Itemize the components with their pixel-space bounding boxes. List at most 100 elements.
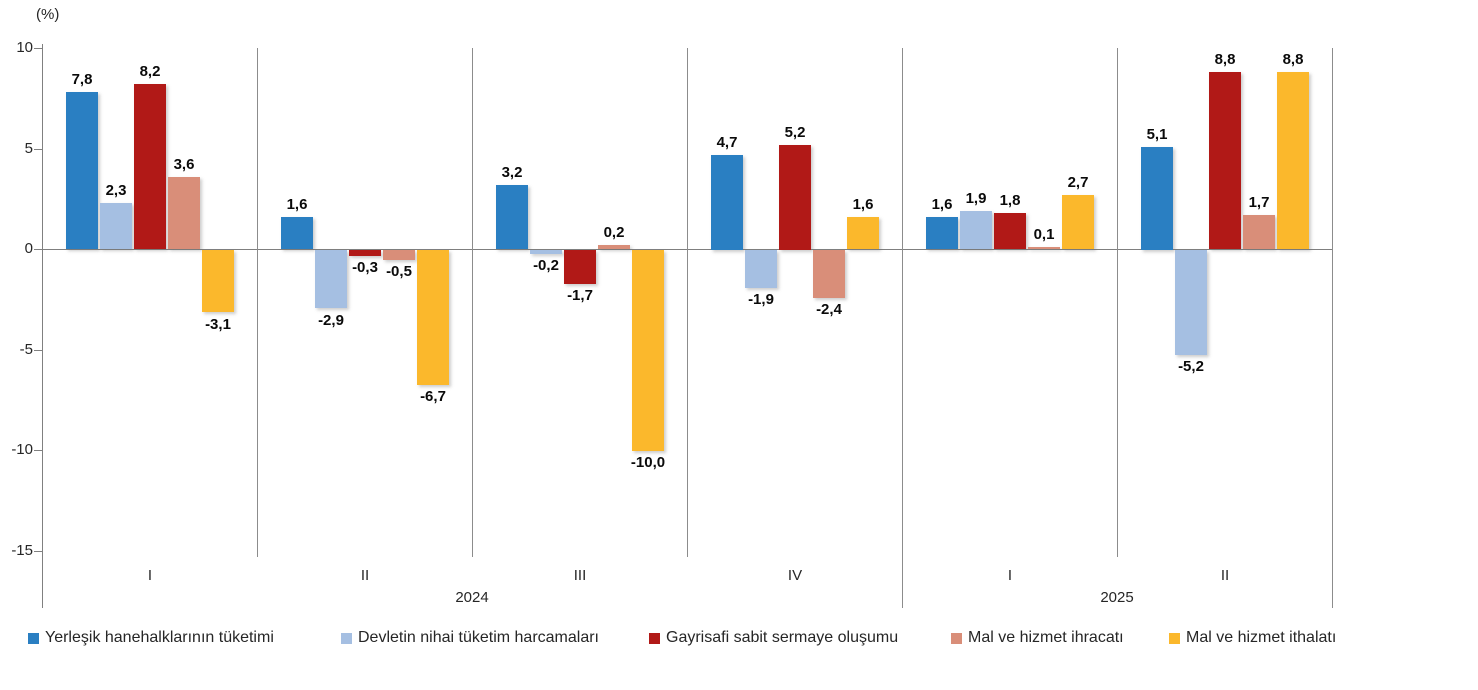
bar-value-label: 1,7 [1248,194,1270,211]
bar [134,84,166,249]
y-axis-tick [34,450,42,451]
group-separator-line [472,48,473,557]
bar-value-label: 4,7 [716,134,738,151]
bar [745,250,777,288]
legend-label: Mal ve hizmet ihracatı [968,629,1124,646]
y-axis-tick-label: -10 [11,441,33,458]
bar [926,217,958,249]
x-axis-quarter-label: II [360,567,370,584]
x-axis-quarter-label: IV [787,567,803,584]
bar-value-label: 8,8 [1282,51,1304,68]
bar-value-label: -6,7 [420,388,446,405]
bar-value-label: -1,9 [748,291,774,308]
bar [598,245,630,249]
bar-value-label: 1,8 [999,192,1021,209]
bar-value-label: 3,2 [501,164,523,181]
bar [100,203,132,249]
bar [202,250,234,312]
x-axis-year-label: 2024 [455,589,489,606]
legend-item: Mal ve hizmet ihracatı [951,628,1124,648]
bar [315,250,347,308]
bar-value-label: -2,4 [816,301,842,318]
y-axis-tick [34,48,42,49]
bar-value-label: 7,8 [71,71,93,88]
bar-value-label: 0,1 [1033,226,1055,243]
bar [1175,250,1207,355]
bar [711,155,743,250]
bar [779,145,811,250]
bar [66,92,98,249]
y-axis-tick [34,149,42,150]
y-axis-line [42,44,43,608]
bar-value-label: 8,2 [139,63,161,80]
bar-value-label: 8,8 [1214,51,1236,68]
bar [1028,247,1060,249]
legend-swatch [1169,632,1180,644]
legend-label: Mal ve hizmet ithalatı [1186,629,1337,646]
bar [1277,72,1309,249]
bar-value-label: 2,7 [1067,174,1089,191]
y-axis-tick [34,249,42,250]
bar-value-label: 2,3 [105,182,127,199]
bar [564,250,596,284]
bar-value-label: 1,6 [852,196,874,213]
x-axis-year-label: 2025 [1100,589,1134,606]
legend-swatch [649,632,660,644]
x-axis-quarter-label: III [573,567,587,584]
bar-value-label: -0,2 [533,257,559,274]
legend-item: Gayrisafi sabit sermaye oluşumu [649,628,898,648]
bar-value-label: -0,5 [386,263,412,280]
group-separator-line [257,48,258,557]
bar-value-label: -10,0 [630,454,666,471]
bar [813,250,845,298]
y-axis-tick-label: -15 [11,542,33,559]
x-axis-quarter-label: I [1007,567,1013,584]
bar [632,250,664,451]
y-axis-unit-label: (%) [36,6,60,23]
bar [1141,147,1173,250]
legend-item: Devletin nihai tüketim harcamaları [341,628,599,648]
bar [530,250,562,254]
bar [960,211,992,249]
bar-value-label: 5,1 [1146,126,1168,143]
x-axis-quarter-label: II [1220,567,1230,584]
year-separator-line [1332,48,1333,608]
bar [496,185,528,249]
bar-value-label: 1,9 [965,190,987,207]
x-axis-quarter-label: I [147,567,153,584]
bar [1243,215,1275,249]
bar-value-label: 3,6 [173,156,195,173]
bar [168,177,200,249]
bar-value-label: 1,6 [931,196,953,213]
y-axis-tick-label: -5 [19,341,33,358]
legend-swatch [951,632,962,644]
bar-value-label: 5,2 [784,124,806,141]
y-axis-tick-label: 0 [24,240,33,257]
bar [383,250,415,260]
legend-swatch [341,632,352,644]
year-separator-line [902,48,903,608]
bar-value-label: -5,2 [1178,358,1204,375]
group-separator-line [687,48,688,557]
y-axis-tick [34,350,42,351]
bar [1062,195,1094,249]
bar [994,213,1026,249]
bar [349,250,381,256]
bar-value-label: 1,6 [286,196,308,213]
y-axis-tick-label: 10 [16,39,33,56]
bar [847,217,879,249]
bar-value-label: -1,7 [567,287,593,304]
bar [1209,72,1241,249]
group-separator-line [1117,48,1118,557]
bar [417,250,449,385]
bar [281,217,313,249]
bar-value-label: 0,2 [603,224,625,241]
legend-swatch [28,632,39,644]
bar-value-label: -3,1 [205,316,231,333]
legend-label: Devletin nihai tüketim harcamaları [358,629,599,646]
legend-item: Yerleşik hanehalklarının tüketimi [28,628,274,648]
legend-item: Mal ve hizmet ithalatı [1169,628,1336,648]
legend-label: Yerleşik hanehalklarının tüketimi [45,629,274,646]
bar-value-label: -2,9 [318,312,344,329]
